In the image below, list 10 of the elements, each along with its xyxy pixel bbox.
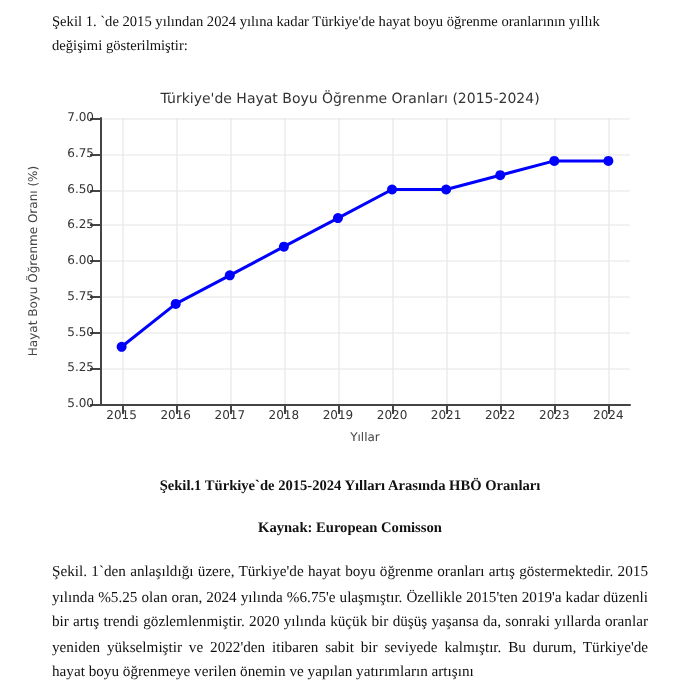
point: [549, 155, 560, 166]
point: [170, 298, 181, 309]
point: [116, 341, 127, 352]
point: [603, 155, 614, 166]
point: [495, 170, 506, 181]
point: [278, 241, 289, 252]
point: [387, 184, 398, 195]
point: [332, 213, 343, 224]
point: [224, 270, 235, 281]
point: [441, 184, 452, 195]
